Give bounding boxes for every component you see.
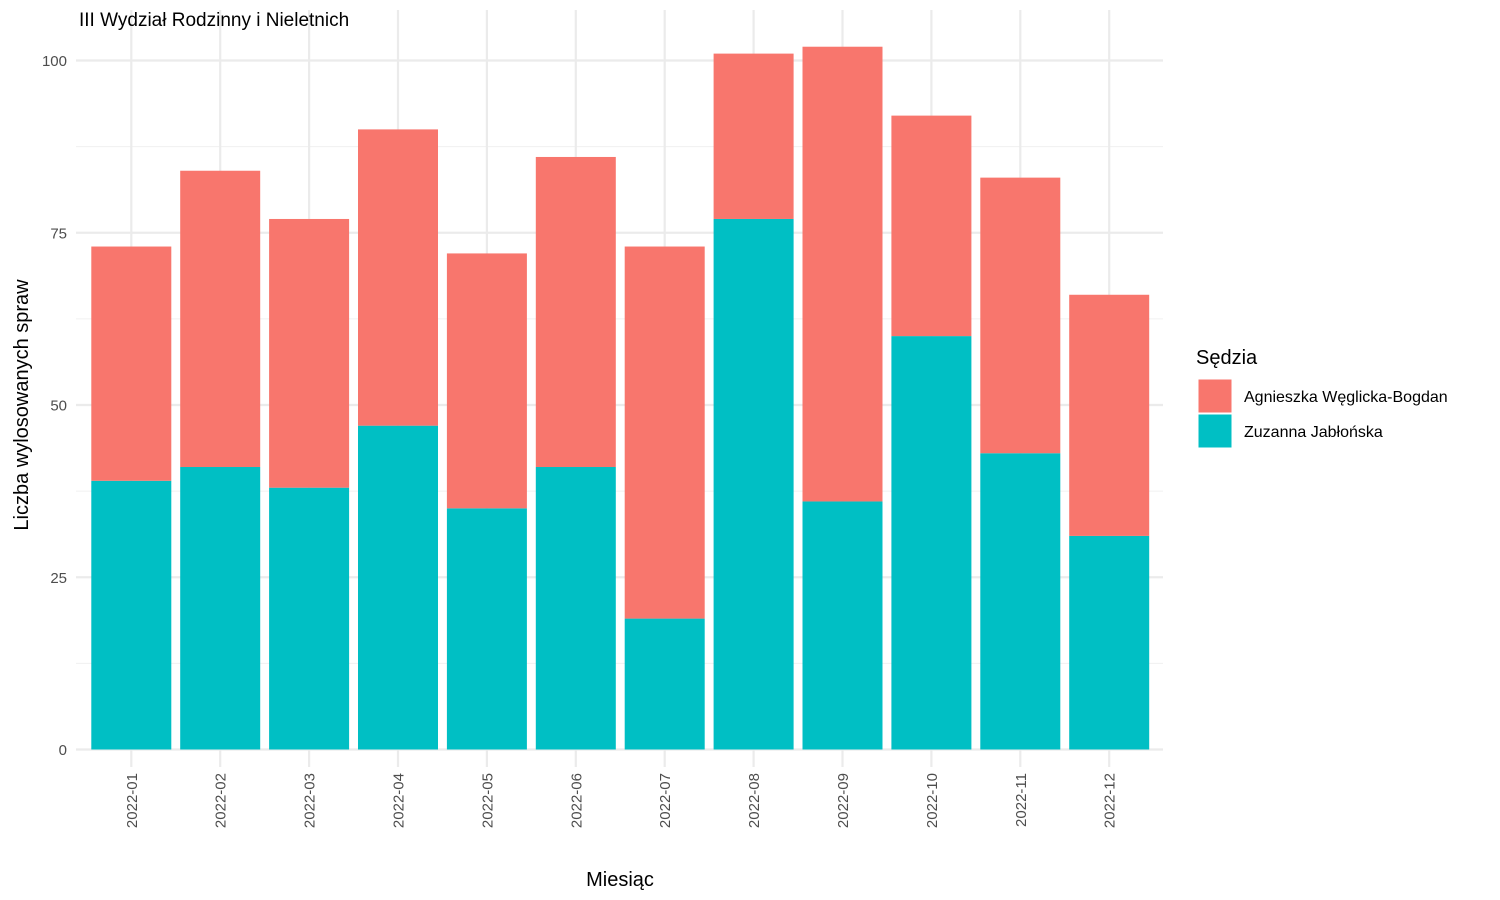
bar-segment-2022-06-series-0 [535, 467, 616, 750]
y-tick-label: 25 [50, 570, 67, 587]
y-tick-label: 75 [50, 225, 67, 242]
x-tick-label: 2022-01 [124, 773, 141, 828]
legend-swatch [1197, 378, 1233, 414]
bar-segment-2022-07-series-1 [624, 246, 705, 619]
bar-segment-2022-09-series-0 [802, 501, 883, 750]
legend-title: Sędzia [1196, 347, 1258, 369]
x-tick-label: 2022-10 [924, 773, 941, 828]
chart-title: III Wydział Rodzinny i Nieletnich [79, 10, 349, 31]
bar-segment-2022-04-series-1 [358, 129, 438, 426]
bar-segment-2022-05-series-1 [446, 253, 527, 509]
bar-segment-2022-10-series-0 [891, 336, 972, 750]
y-tick-label: 50 [50, 398, 67, 415]
bar-segment-2022-11-series-0 [980, 453, 1061, 750]
bar-segment-2022-06-series-1 [535, 156, 616, 468]
bar-segment-2022-12-series-1 [1069, 294, 1150, 536]
x-tick-label: 2022-06 [568, 773, 585, 828]
legend-items: Agnieszka Węglicka-Bogdan Zuzanna Jabłońs… [1197, 378, 1448, 449]
bar-segment-2022-10-series-1 [891, 115, 972, 337]
bar-segment-2022-11-series-1 [980, 177, 1061, 454]
bar-segment-2022-01-series-1 [91, 246, 172, 481]
x-tick-label: 2022-04 [391, 773, 408, 828]
bar-segment-2022-08-series-0 [713, 218, 794, 750]
bar-segment-2022-05-series-0 [446, 508, 527, 750]
x-axis-title: Miesiąc [586, 869, 654, 891]
y-axis-title: Liczba wylosowanych spraw [11, 279, 33, 531]
bar-segment-2022-03-series-0 [269, 487, 350, 750]
bar-segment-2022-07-series-0 [624, 618, 705, 750]
y-tick-label: 100 [42, 53, 67, 70]
bar-segment-2022-09-series-1 [802, 46, 883, 502]
bars-layer [91, 46, 1150, 750]
x-tick-label: 2022-08 [746, 773, 763, 828]
legend-swatch [1197, 413, 1233, 449]
legend-label: Agnieszka Węglicka-Bogdan [1244, 389, 1448, 406]
x-tick-label: 2022-03 [302, 773, 319, 828]
x-tick-label: 2022-05 [479, 773, 496, 828]
x-tick-label: 2022-07 [657, 773, 674, 828]
bar-segment-2022-12-series-0 [1069, 535, 1150, 750]
bar-segment-2022-08-series-1 [713, 53, 794, 219]
x-tick-label: 2022-09 [835, 773, 852, 828]
x-tick-label: 2022-12 [1102, 773, 1119, 828]
x-tick-label: 2022-11 [1013, 773, 1030, 827]
x-axis: 2022-01 2022-02 2022-03 2022-04 2022-05 2022-… [124, 773, 1119, 828]
legend-label: Zuzanna Jabłońska [1244, 424, 1383, 441]
bar-segment-2022-02-series-1 [180, 170, 261, 468]
bar-segment-2022-01-series-0 [91, 480, 172, 750]
bar-segment-2022-02-series-0 [180, 467, 261, 750]
y-tick-label: 0 [59, 742, 67, 759]
x-tick-label: 2022-02 [213, 773, 230, 828]
legend: Sędzia Agnieszka Węglicka-Bogdan Zuzanna … [1196, 347, 1448, 449]
y-axis: 0 25 50 75 100 [42, 53, 67, 759]
bar-segment-2022-04-series-0 [358, 425, 438, 750]
bar-segment-2022-03-series-1 [269, 218, 350, 488]
